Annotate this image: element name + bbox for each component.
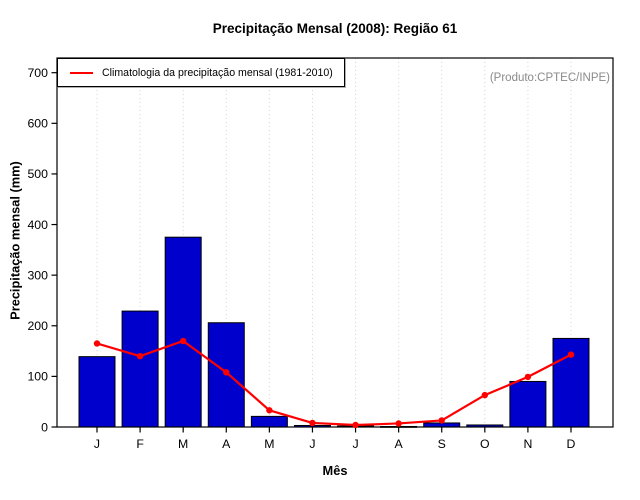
- climatology-line: [96, 339, 572, 427]
- x-tick-label-D: D: [567, 437, 576, 451]
- legend: Climatologia da precipitação mensal (198…: [57, 58, 345, 87]
- climatology-point-S: [438, 417, 445, 424]
- bar-month-N: [509, 380, 547, 428]
- bar-month-D: [552, 337, 590, 428]
- y-tick-label: 600: [27, 117, 48, 131]
- x-tick-label-O: O: [480, 437, 490, 451]
- climatology-point-A: [223, 369, 230, 376]
- climatology-point-A: [395, 420, 402, 427]
- y-tick-label: 500: [27, 167, 48, 181]
- climatology-point-J: [93, 340, 101, 347]
- x-tick-label-N: N: [523, 437, 532, 451]
- chart-title: Precipitação Mensal (2008): Região 61: [212, 21, 458, 36]
- x-tick-label-J: J: [352, 437, 358, 451]
- x-tick-label-M: M: [264, 437, 274, 451]
- x-tick-label-A: A: [222, 437, 231, 451]
- y-tick-label: 100: [27, 370, 48, 384]
- x-tick-label-F: F: [136, 437, 144, 451]
- bar-month-M: [164, 236, 202, 428]
- y-axis-title: Precipitação mensal (mm): [7, 161, 23, 320]
- producer-note: (Produto:CPTEC/INPE): [489, 72, 610, 84]
- x-tick-label-M: M: [178, 437, 188, 451]
- legend-label: Climatologia da precipitação mensal (198…: [102, 66, 333, 79]
- climatology-point-J: [309, 419, 316, 427]
- climatology-point-F: [136, 352, 144, 360]
- legend-line-swatch-icon: [70, 71, 93, 74]
- climatology-point-M: [179, 337, 187, 345]
- x-tick-label-J: J: [309, 437, 315, 451]
- climatology-point-J: [352, 421, 359, 429]
- y-tick-label: 400: [27, 218, 48, 232]
- y-tick-label: 700: [27, 66, 48, 80]
- y-tick-label: 200: [27, 319, 48, 333]
- x-axis-title: Mês: [322, 463, 348, 478]
- y-tick-label: 0: [41, 420, 48, 434]
- climatology-point-D: [567, 351, 575, 358]
- climatology-point-M: [266, 407, 273, 414]
- x-tick-label-S: S: [438, 437, 446, 451]
- x-tick-label-J: J: [94, 437, 100, 451]
- bar-month-M: [250, 415, 288, 428]
- x-tick-label-A: A: [395, 437, 404, 451]
- climatology-point-O: [481, 391, 489, 399]
- bar-month-J: [78, 356, 116, 428]
- climatology-point-N: [524, 373, 532, 381]
- y-tick-label: 300: [27, 268, 48, 282]
- bar-month-F: [121, 310, 159, 428]
